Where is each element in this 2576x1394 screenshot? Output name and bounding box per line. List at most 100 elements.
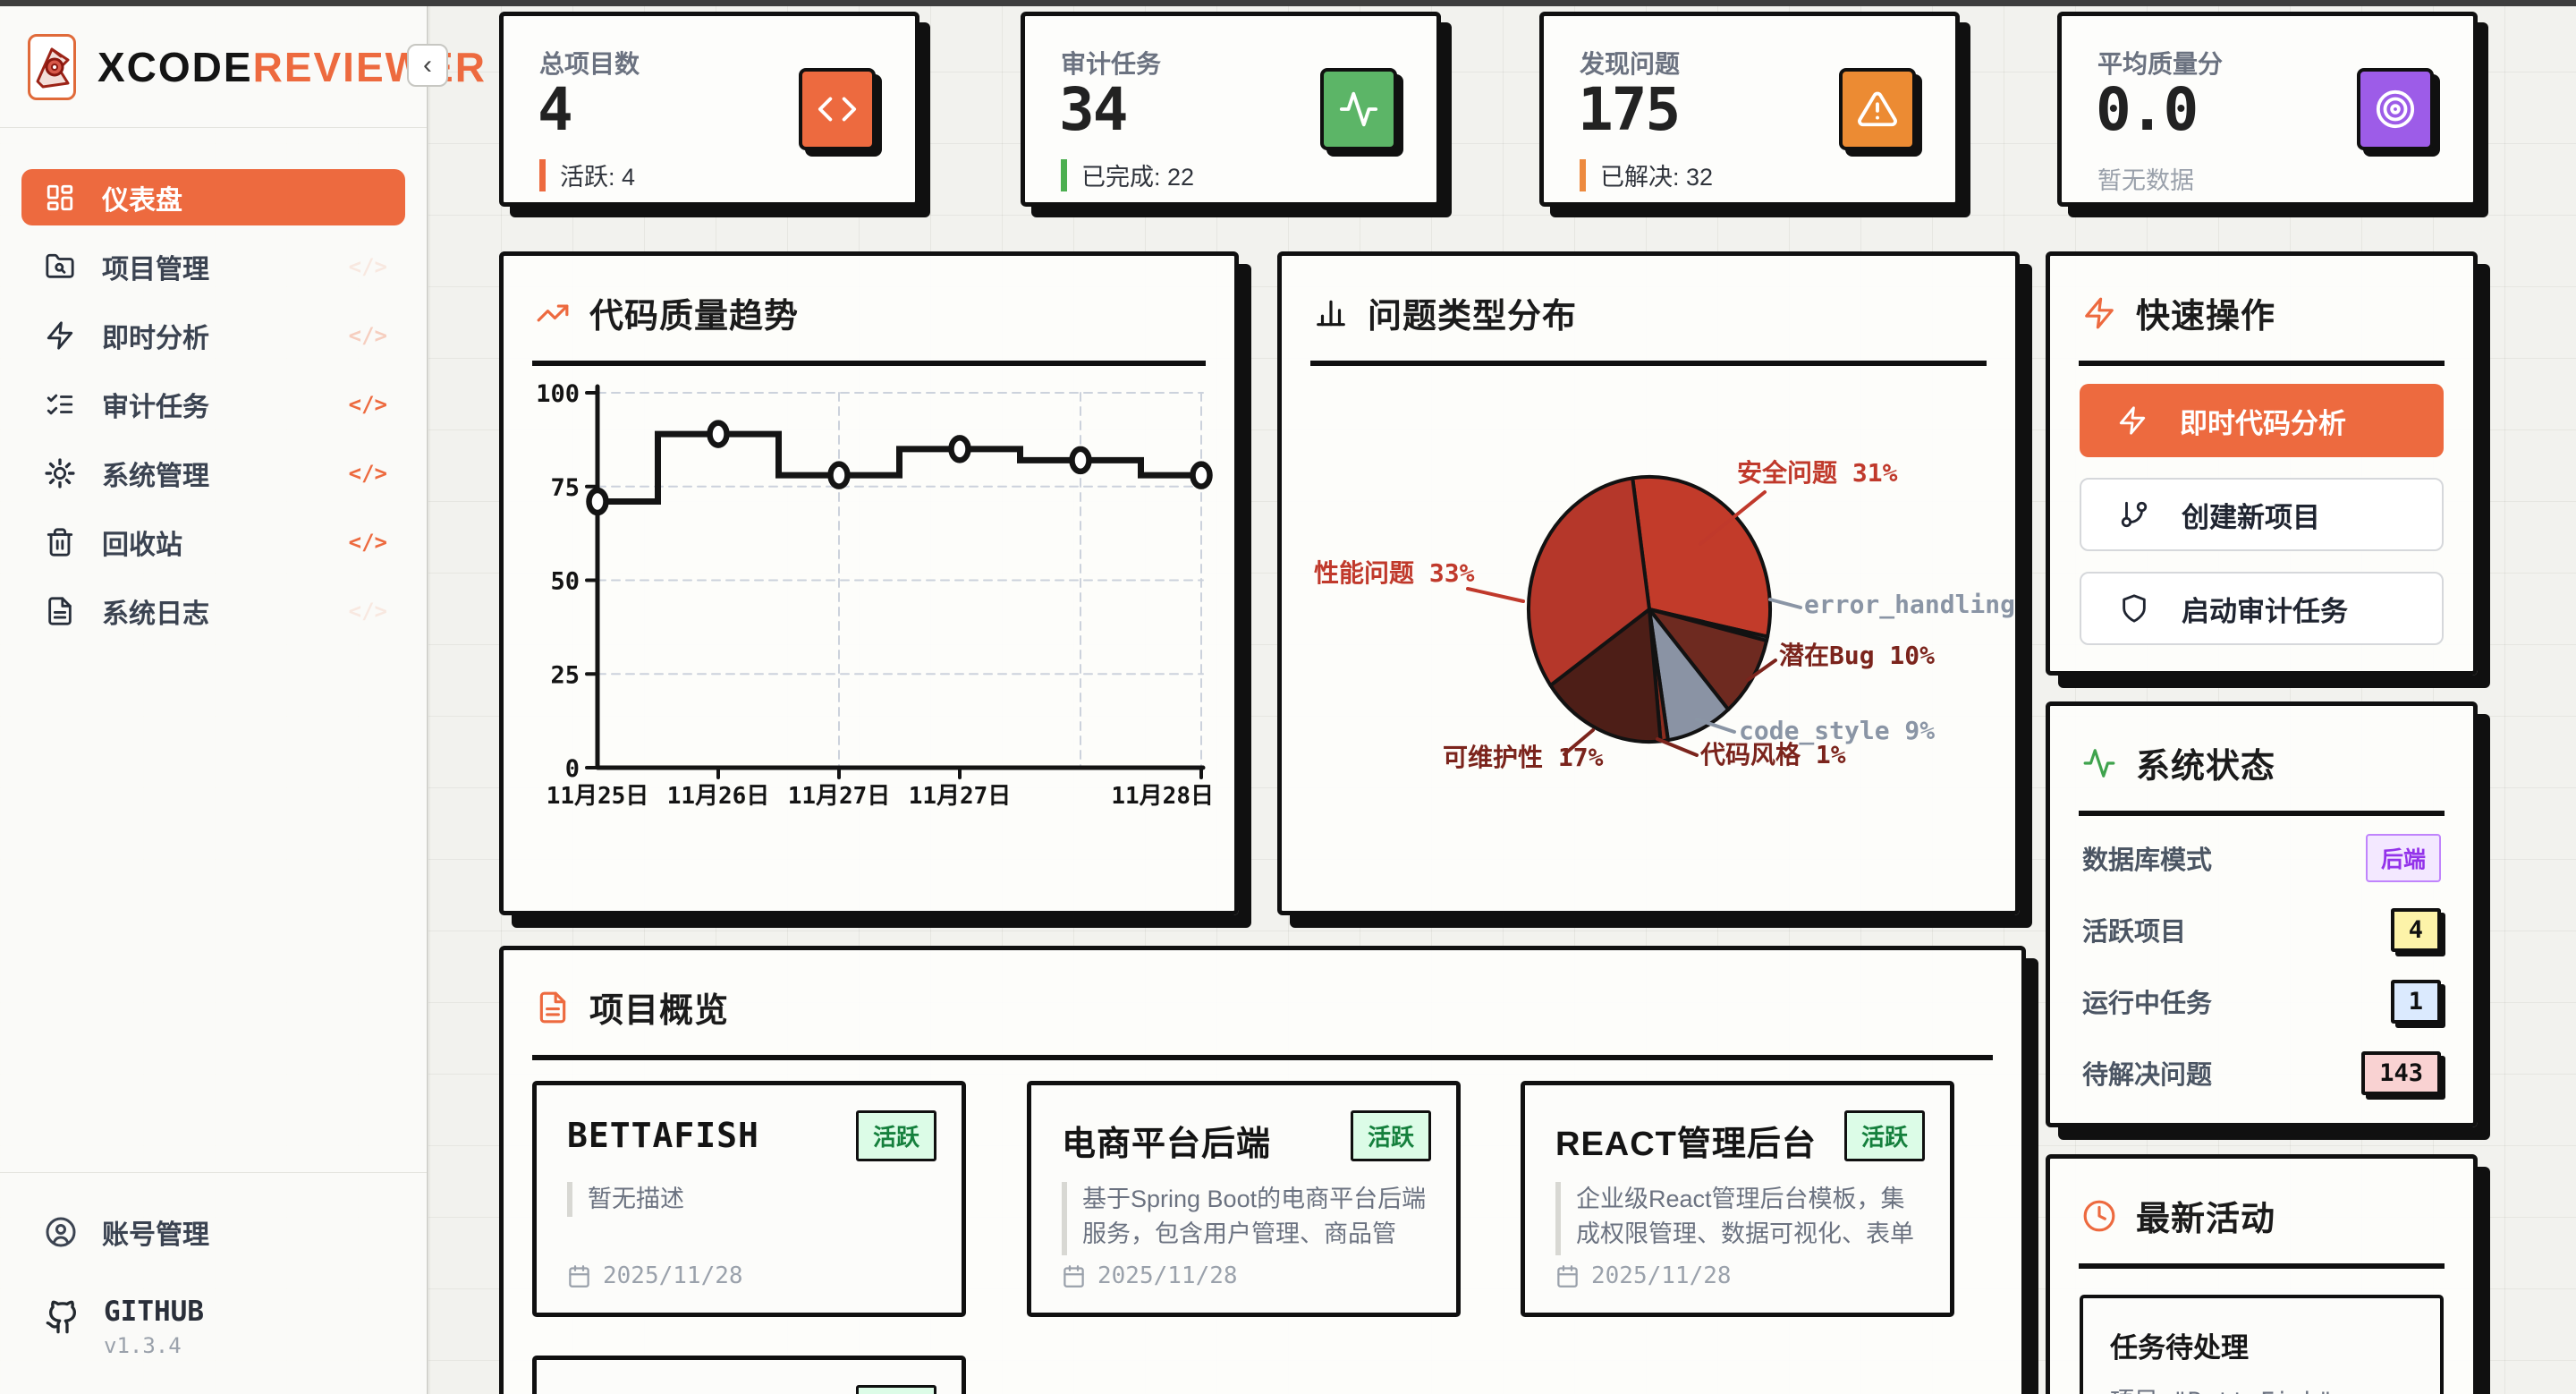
sidebar-item-audit-tasks[interactable]: 审计任务 </> [21,376,405,432]
sidebar-item-label: 项目管理 [102,254,209,285]
fish-logo-icon [36,47,70,88]
quality-trend-chart: 0 25 50 75 100 11月25日 11月26日 11月27日 11月27日 11月28日 [536,380,1214,808]
panel-divider [1310,361,1987,366]
system-status-panel: 系统状态 数据库模式 后端 活跃项目 4 运行中任务 1 待解决问题 143 [2046,701,2478,1127]
sidebar-item-system-admin[interactable]: 系统管理 </> [21,445,405,501]
top-accent-bar [0,0,2576,6]
project-card[interactable]: REACT管理后台 活跃 企业级React管理后台模板，集成权限管理、数据可视化… [1521,1081,1954,1317]
app-title-primary: XCODE [97,43,253,90]
sidebar-item-projects[interactable]: 项目管理 </> [21,238,405,294]
panel-title: 快速操作 [2136,298,2276,336]
project-card[interactable]: 电商平台后端 活跃 基于Spring Boot的电商平台后端服务，包含用户管理、… [1027,1081,1461,1317]
alert-triangle-icon [1839,68,1916,150]
svg-text:100: 100 [536,380,580,408]
activity-icon [1320,68,1397,150]
calendar-icon [569,1264,589,1288]
panel-header: 最新活动 [2050,1159,2473,1240]
sidebar-item-system-logs[interactable]: 系统日志 </> [21,582,405,639]
panel-header: 快速操作 [2050,256,2473,337]
github-link[interactable]: GITHUB v1.3.4 [21,1296,405,1358]
sidebar-item-label: 系统日志 [102,599,209,629]
panel-divider [2079,811,2445,816]
svg-text:潜在Bug 10%: 潜在Bug 10% [1779,641,1935,670]
panel-header: 代码质量趋势 [504,256,1234,337]
svg-text:75: 75 [550,474,580,502]
project-name: REACT管理后台 [1555,1126,1817,1163]
project-description: 企业级React管理后台模板，集成权限管理、数据可视化、表单处理等功能 [1555,1182,1923,1255]
instant-analysis-button[interactable]: 即时代码分析 [2080,384,2444,457]
quick-actions-list: 即时代码分析 创建新项目 启动审计任务 [2080,384,2444,666]
status-badge: 活跃 [1350,1110,1431,1161]
sidebar-item-instant-analysis[interactable]: 即时分析 </> [21,307,405,363]
issue-type-pie-chart: 安全问题 31% error_handling 潜在Bug 10% code_styl… [1314,458,2015,772]
bar-chart-icon [1317,300,1345,326]
svg-text:11月27日: 11月27日 [909,783,1012,808]
sidebar-nav: 仪表盘 项目管理 </> 即时分析 </> 审计任务 [0,169,427,639]
latest-activity-panel: 最新活动 任务待处理 项目 "BettaFish" [2046,1154,2478,1394]
sidebar-collapse-button[interactable]: ‹ [407,44,448,87]
svg-text:50: 50 [550,568,580,596]
status-row-running-tasks: 运行中任务 1 [2082,965,2441,1037]
quality-trend-panel: 代码质量趋势 0 25 50 75 100 11月25日 11月26日 11月27日 11月27… [499,251,1239,915]
status-badge: 活跃 [855,1110,936,1161]
panel-header: 项目概览 [504,950,2021,1032]
panel-title: 代码质量趋势 [589,298,800,336]
sidebar-item-account[interactable]: 账号管理 [21,1203,405,1260]
status-row-db-mode: 数据库模式 后端 [2082,822,2441,894]
create-project-button[interactable]: 创建新项目 [2080,478,2444,551]
svg-text:error_handling: error_handling [1804,590,2015,619]
project-date: 2025/11/28 [1062,1262,1238,1289]
sidebar-item-label: 系统管理 [102,461,209,491]
sidebar-item-dashboard[interactable]: 仪表盘 [21,169,405,225]
app-title-accent: REVIEWER [252,43,487,90]
sidebar-item-recycle-bin[interactable]: 回收站 </> [21,514,405,570]
start-audit-button[interactable]: 启动审计任务 [2080,572,2444,645]
panel-title: 问题类型分布 [1368,298,1578,336]
stat-card-issues-found: 发现问题 175 已解决: 32 [1539,12,1960,207]
zap-icon [2085,297,2114,328]
panel-divider [2079,361,2445,366]
panel-title: 项目概览 [589,992,730,1030]
project-name: BETTAFISH [567,1116,759,1155]
status-row-open-issues: 待解决问题 143 [2082,1037,2441,1109]
status-rows: 数据库模式 后端 活跃项目 4 运行中任务 1 待解决问题 143 [2082,822,2441,1109]
panel-divider [532,361,1206,366]
file-text-icon [539,991,566,1023]
sidebar-footer: 账号管理 GITHUB v1.3.4 [0,1172,427,1394]
status-badge: 4 [2390,907,2441,952]
stat-sub: 已完成: 22 [1061,157,1194,192]
svg-text:11月28日: 11月28日 [1111,783,1214,808]
project-card[interactable]: PYTHON数据分析工具 活跃 [532,1356,966,1394]
status-badge: 活跃 [1843,1110,1925,1161]
quick-actions-panel: 快速操作 即时代码分析 创建新项目 启动审计任务 [2046,251,2478,676]
sidebar-item-label: 回收站 [102,530,182,560]
project-card[interactable]: BETTAFISH 活跃 暂无描述 2025/11/28 [532,1081,966,1317]
calendar-icon [1063,1264,1084,1288]
stat-sub: 活跃: 4 [539,157,635,192]
dev-mark: </> [348,598,387,624]
stat-value: 175 [1578,75,1681,144]
svg-text:性能问题 33%: 性能问题 33% [1314,558,1475,588]
shield-icon [2123,594,2146,623]
github-icon [46,1300,77,1334]
svg-text:11月25日: 11月25日 [547,783,649,808]
sidebar: XCODEREVIEWER ‹ 仪表盘 项目管理 </> [0,6,485,1394]
panel-header: 系统状态 [2050,706,2473,787]
app-logo [28,33,76,100]
stat-label: 总项目数 [539,50,640,78]
svg-text:0: 0 [565,755,580,783]
stat-card-total-projects: 总项目数 4 活跃: 4 [499,12,919,207]
dev-mark: </> [348,529,387,555]
panel-divider [532,1055,1993,1060]
trash-icon [45,526,77,558]
zap-icon [2119,406,2146,435]
sidebar-item-label: 即时分析 [102,323,209,353]
activity-item-project: 项目 "BettaFish" [2110,1381,2413,1394]
dashboard-grid-icon [45,182,77,214]
user-circle-icon [46,1217,76,1246]
code-icon [799,68,876,150]
activity-item-title: 任务待处理 [2110,1332,2249,1364]
gear-icon [45,457,77,489]
projects-overview-panel: 项目概览 BETTAFISH 活跃 暂无描述 2025/11/28 电商平台后端… [499,946,2026,1394]
status-badge: 143 [2361,1050,2441,1095]
